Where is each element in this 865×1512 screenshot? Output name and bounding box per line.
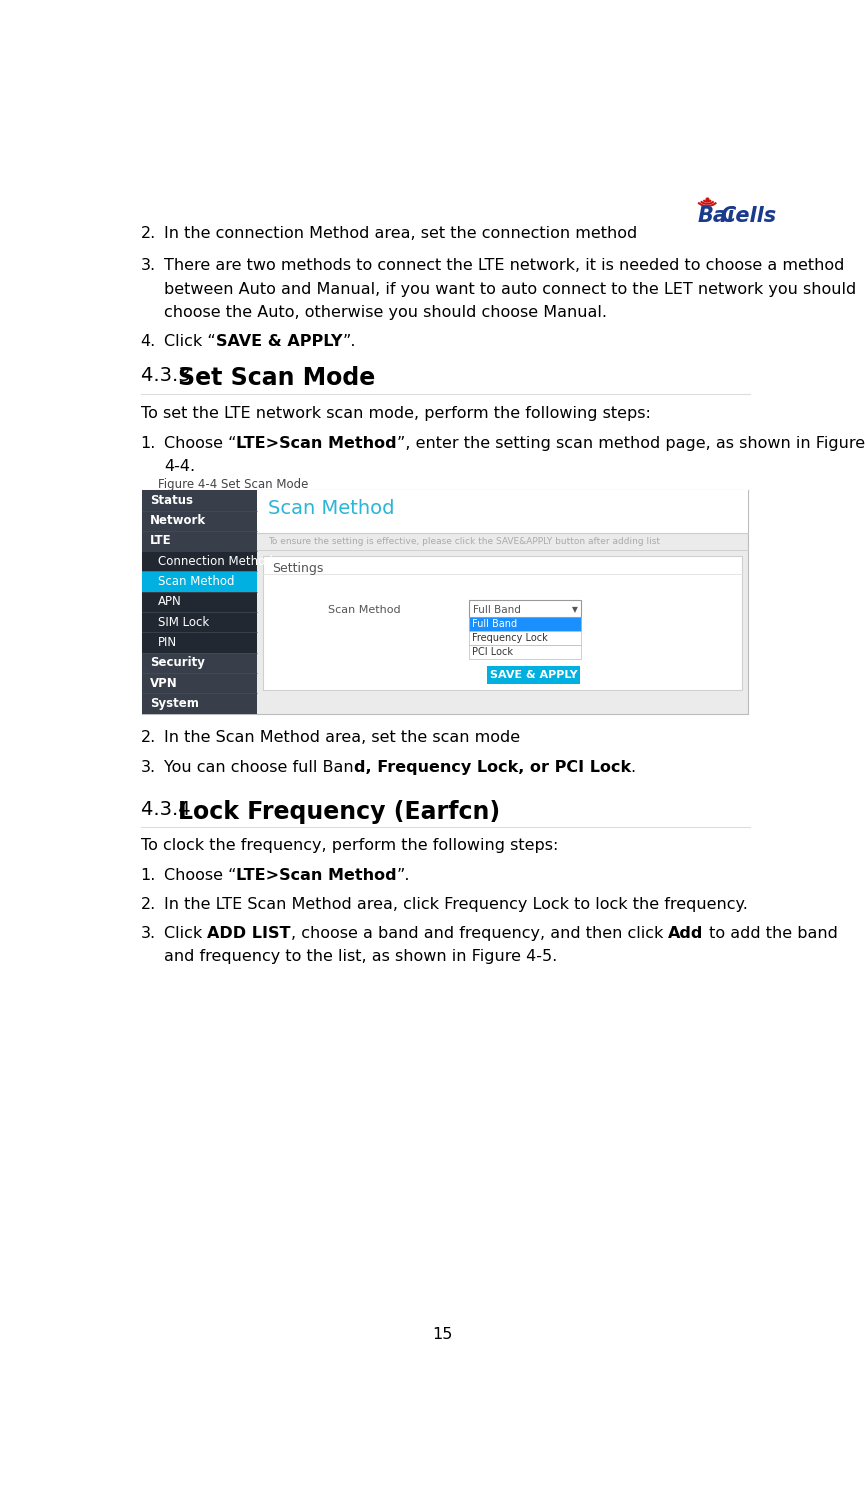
Text: Scan Method: Scan Method bbox=[157, 575, 234, 588]
FancyBboxPatch shape bbox=[469, 631, 581, 646]
Text: Scan Method: Scan Method bbox=[268, 499, 394, 519]
Text: Security: Security bbox=[150, 656, 205, 670]
FancyBboxPatch shape bbox=[142, 632, 257, 653]
Text: 1.: 1. bbox=[141, 435, 156, 451]
Text: To ensure the setting is effective, please click the SAVE&APPLY button after add: To ensure the setting is effective, plea… bbox=[268, 537, 660, 546]
Text: Network: Network bbox=[150, 514, 206, 528]
Text: Settings: Settings bbox=[272, 562, 324, 575]
Text: d, Frequency Lock, or PCI Lock: d, Frequency Lock, or PCI Lock bbox=[354, 759, 631, 774]
Text: Connection Method: Connection Method bbox=[157, 555, 272, 569]
Text: choose the Auto, otherwise you should choose Manual.: choose the Auto, otherwise you should ch… bbox=[164, 304, 607, 319]
Text: LTE>Scan Method: LTE>Scan Method bbox=[236, 435, 397, 451]
FancyBboxPatch shape bbox=[142, 490, 748, 714]
Text: Click “: Click “ bbox=[164, 334, 215, 349]
Text: Set Scan Mode: Set Scan Mode bbox=[178, 366, 375, 390]
FancyBboxPatch shape bbox=[142, 612, 257, 632]
Text: ”, enter the setting scan method page, as shown in Figure: ”, enter the setting scan method page, a… bbox=[397, 435, 865, 451]
Text: ADD LIST: ADD LIST bbox=[208, 925, 291, 940]
Text: To set the LTE network scan mode, perform the following steps:: To set the LTE network scan mode, perfor… bbox=[141, 407, 650, 422]
Text: PCI Lock: PCI Lock bbox=[472, 647, 513, 656]
Text: SIM Lock: SIM Lock bbox=[157, 615, 209, 629]
Text: PIN: PIN bbox=[157, 637, 176, 649]
Text: In the LTE Scan Method area, click Frequency Lock to lock the frequency.: In the LTE Scan Method area, click Frequ… bbox=[164, 897, 748, 912]
Text: Add: Add bbox=[669, 925, 703, 940]
Text: ▼: ▼ bbox=[572, 605, 578, 614]
Text: There are two methods to connect the LTE network, it is needed to choose a metho: There are two methods to connect the LTE… bbox=[164, 259, 844, 274]
FancyBboxPatch shape bbox=[142, 550, 257, 572]
Text: System: System bbox=[150, 697, 199, 709]
Text: Choose “: Choose “ bbox=[164, 435, 236, 451]
Text: Bai: Bai bbox=[697, 206, 734, 227]
Text: Full Band: Full Band bbox=[472, 620, 517, 629]
FancyBboxPatch shape bbox=[142, 572, 257, 591]
Text: In the connection Method area, set the connection method: In the connection Method area, set the c… bbox=[164, 227, 638, 240]
Text: 3.: 3. bbox=[141, 759, 156, 774]
Text: Click: Click bbox=[164, 925, 208, 940]
FancyBboxPatch shape bbox=[469, 646, 581, 659]
Text: 4-4.: 4-4. bbox=[164, 458, 195, 473]
Text: 4.: 4. bbox=[141, 334, 156, 349]
Text: 2.: 2. bbox=[141, 730, 156, 745]
Text: Full Band: Full Band bbox=[473, 605, 521, 614]
Text: APN: APN bbox=[157, 596, 182, 608]
Text: Figure 4-4 Set Scan Mode: Figure 4-4 Set Scan Mode bbox=[157, 478, 308, 491]
Text: 4.3.4: 4.3.4 bbox=[141, 800, 202, 820]
Text: Cells: Cells bbox=[721, 206, 777, 227]
Text: VPN: VPN bbox=[150, 676, 177, 689]
Text: LTE: LTE bbox=[150, 534, 171, 547]
Text: between Auto and Manual, if you want to auto connect to the LET network you shou: between Auto and Manual, if you want to … bbox=[164, 281, 856, 296]
Text: ”.: ”. bbox=[343, 334, 356, 349]
Text: Frequency Lock: Frequency Lock bbox=[472, 634, 548, 643]
Text: Choose “: Choose “ bbox=[164, 868, 236, 883]
Text: SAVE & APPLY: SAVE & APPLY bbox=[215, 334, 343, 349]
Text: ”.: ”. bbox=[397, 868, 411, 883]
FancyBboxPatch shape bbox=[263, 556, 742, 691]
Text: Status: Status bbox=[150, 494, 193, 507]
Text: .: . bbox=[631, 759, 636, 774]
FancyBboxPatch shape bbox=[142, 591, 257, 612]
Text: 2.: 2. bbox=[141, 897, 156, 912]
Text: , choose a band and frequency, and then click: , choose a band and frequency, and then … bbox=[291, 925, 669, 940]
Text: You can choose full Ban: You can choose full Ban bbox=[164, 759, 354, 774]
Text: Lock Frequency (Earfcn): Lock Frequency (Earfcn) bbox=[178, 800, 500, 824]
FancyBboxPatch shape bbox=[257, 490, 748, 532]
Text: and frequency to the list, as shown in Figure 4-5.: and frequency to the list, as shown in F… bbox=[164, 950, 557, 965]
Text: 2.: 2. bbox=[141, 227, 156, 240]
FancyBboxPatch shape bbox=[469, 600, 581, 617]
Text: LTE>Scan Method: LTE>Scan Method bbox=[236, 868, 397, 883]
Text: 4.3.3: 4.3.3 bbox=[141, 366, 202, 386]
Text: 1.: 1. bbox=[141, 868, 156, 883]
Text: To clock the frequency, perform the following steps:: To clock the frequency, perform the foll… bbox=[141, 838, 558, 853]
Text: to add the band: to add the band bbox=[703, 925, 837, 940]
FancyBboxPatch shape bbox=[142, 490, 257, 714]
Text: SAVE & APPLY: SAVE & APPLY bbox=[490, 670, 578, 680]
Text: Scan Method: Scan Method bbox=[328, 605, 400, 614]
FancyBboxPatch shape bbox=[487, 665, 580, 685]
Text: 3.: 3. bbox=[141, 925, 156, 940]
Text: 3.: 3. bbox=[141, 259, 156, 274]
Text: 15: 15 bbox=[432, 1328, 453, 1343]
FancyBboxPatch shape bbox=[469, 617, 581, 631]
Text: In the Scan Method area, set the scan mode: In the Scan Method area, set the scan mo… bbox=[164, 730, 520, 745]
